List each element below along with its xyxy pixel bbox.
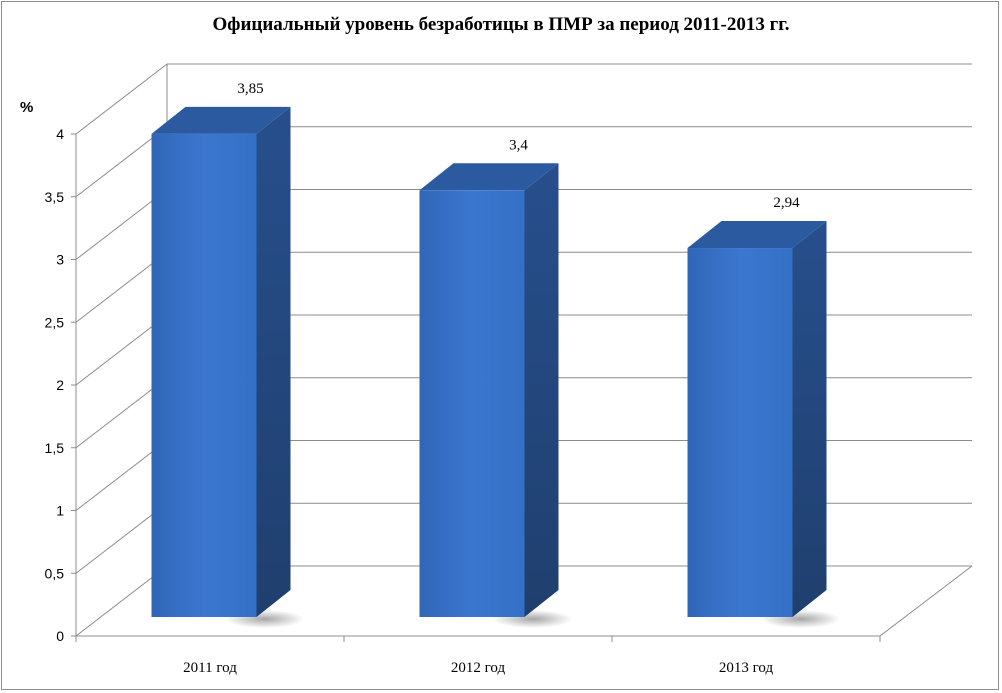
y-tick-label: 1 bbox=[56, 503, 64, 519]
y-tick-label: 3 bbox=[56, 252, 64, 268]
bar-top bbox=[419, 163, 559, 191]
bar bbox=[151, 133, 257, 617]
bar-top bbox=[151, 106, 291, 134]
bars bbox=[151, 106, 841, 628]
y-tick-label: 0 bbox=[56, 628, 64, 644]
x-tick-label: 2011 год bbox=[183, 660, 237, 676]
labels: 3,85 2011 год 3,4 2012 год 2,94 2013 год bbox=[183, 81, 800, 676]
y-tick-label: 0,5 bbox=[45, 565, 65, 581]
y-tick-label: 3,5 bbox=[45, 189, 65, 205]
x-tick-label: 2013 год bbox=[719, 660, 774, 676]
bar-top bbox=[687, 221, 827, 249]
bar bbox=[687, 248, 793, 617]
data-label: 3,85 bbox=[237, 81, 263, 97]
y-tick-label: 2 bbox=[56, 377, 64, 393]
gridline-diagonal bbox=[75, 63, 168, 135]
y-tick-label: 1,5 bbox=[45, 440, 65, 456]
floor-right-edge bbox=[879, 565, 973, 637]
data-label: 3,4 bbox=[509, 137, 528, 153]
bar-side bbox=[524, 163, 559, 618]
bar-side bbox=[792, 221, 827, 617]
data-label: 2,94 bbox=[773, 195, 800, 211]
y-tick-label: 2,5 bbox=[45, 314, 65, 330]
y-axis-label: % bbox=[20, 99, 34, 116]
bar bbox=[419, 190, 525, 618]
axes: 0 0,5 1 1,5 2 2,5 3 3,5 4 bbox=[45, 126, 881, 644]
y-tick-label: 4 bbox=[56, 126, 64, 142]
chart-title: Официальный уровень безработицы в ПМР за… bbox=[212, 14, 790, 35]
x-tick-label: 2012 год bbox=[451, 660, 506, 676]
bar-side bbox=[256, 106, 291, 617]
